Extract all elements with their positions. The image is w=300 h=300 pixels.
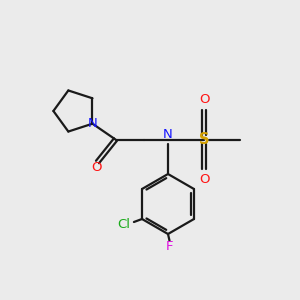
Text: F: F bbox=[166, 239, 173, 253]
Text: O: O bbox=[91, 161, 101, 174]
Text: N: N bbox=[88, 117, 97, 130]
Text: Cl: Cl bbox=[118, 218, 130, 232]
Text: S: S bbox=[199, 132, 209, 147]
Text: O: O bbox=[199, 93, 209, 106]
Text: O: O bbox=[199, 173, 209, 186]
Text: N: N bbox=[163, 128, 173, 141]
